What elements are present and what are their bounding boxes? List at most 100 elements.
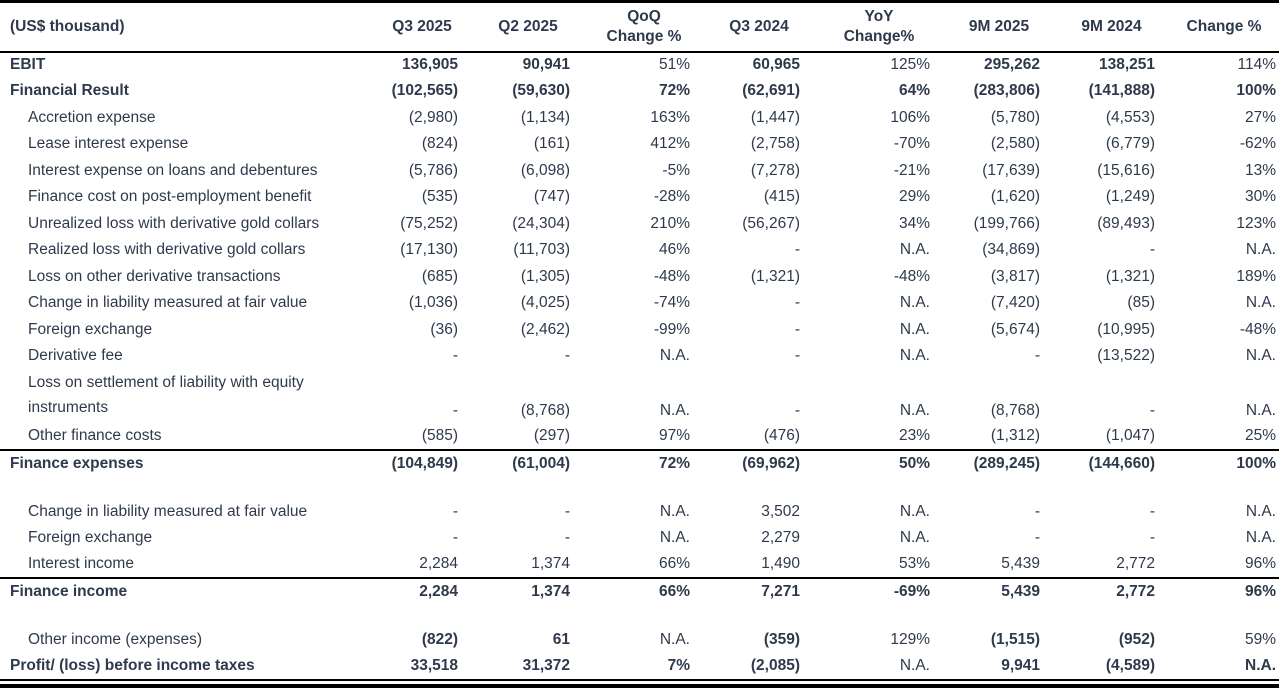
value-cell: - <box>564 502 570 520</box>
value-cell: 5,439 <box>1001 555 1040 573</box>
value-cell: 23% <box>898 427 930 445</box>
value-cell: N.A. <box>899 502 930 520</box>
value-cell: (822) <box>421 630 458 648</box>
spacer-cell <box>0 605 1279 627</box>
value-cell: 114% <box>1237 56 1277 74</box>
value-cell: (34,869) <box>982 241 1040 259</box>
value-cell: (61,004) <box>512 454 570 472</box>
value-cell: (2,980) <box>408 108 458 126</box>
row-label: Change in liability measured at fair val… <box>28 502 308 520</box>
value-cell: - <box>1034 502 1040 520</box>
value-cell: (102,565) <box>391 82 458 100</box>
value-cell: (24,304) <box>512 214 570 232</box>
value-cell: 96% <box>1244 555 1276 573</box>
column-header: Q2 2025 <box>498 17 558 35</box>
value-cell: (104,849) <box>391 454 458 472</box>
value-cell: 100% <box>1236 82 1276 100</box>
table-row: Accretion expense (2,980) (1,134) 163% (1,44… <box>0 105 1279 132</box>
value-cell: 31,372 <box>522 656 570 674</box>
value-cell: 412% <box>650 135 690 153</box>
table-row: Other income (expenses) (822) 61 N.A. (359) 1… <box>0 627 1279 654</box>
value-cell: (7,420) <box>990 294 1040 312</box>
value-cell: 27% <box>1244 108 1276 126</box>
value-cell: -69% <box>893 582 930 600</box>
value-cell: -48% <box>1239 320 1276 338</box>
value-cell: 59% <box>1244 630 1276 648</box>
value-cell: (1,249) <box>1105 188 1155 206</box>
value-cell: - <box>1149 529 1155 547</box>
value-cell: 72% <box>658 82 690 100</box>
value-cell: N.A. <box>899 294 930 312</box>
row-label: Unrealized loss with derivative gold col… <box>28 214 320 232</box>
value-cell: 295,262 <box>983 56 1040 74</box>
value-cell: N.A. <box>659 529 690 547</box>
table-row: Lease interest expense (824) (161) 412% (2,7… <box>0 131 1279 158</box>
value-cell: 7% <box>667 656 690 674</box>
value-cell: 125% <box>890 56 930 74</box>
value-cell: - <box>1149 401 1155 419</box>
table-row: Interest expense on loans and debentures… <box>0 158 1279 185</box>
value-cell: 3,502 <box>761 502 800 520</box>
value-cell: 53% <box>898 555 930 573</box>
value-cell: (8,768) <box>520 401 570 419</box>
table-row: Derivative fee - - N.A. - N.A. - (13,522) N.A. <box>0 343 1279 370</box>
value-cell: - <box>452 529 458 547</box>
value-cell: N.A. <box>899 529 930 547</box>
value-cell: 9,941 <box>1001 656 1040 674</box>
value-cell: N.A. <box>899 656 930 674</box>
value-cell: (85) <box>1127 294 1155 312</box>
row-label: Loss on settlement of liability with equ… <box>28 373 304 416</box>
value-cell: (8,768) <box>990 401 1040 419</box>
spacer-row <box>0 605 1279 627</box>
value-cell: - <box>452 347 458 365</box>
header-row: (US$ thousand) Q3 2025 Q2 2025 QoQ Change … <box>0 2 1279 52</box>
value-cell: (1,312) <box>990 427 1040 445</box>
value-cell: 50% <box>898 454 930 472</box>
table-row: Change in liability measured at fair val… <box>0 499 1279 526</box>
spacer-row <box>0 477 1279 499</box>
value-cell: 2,284 <box>419 582 458 600</box>
spacer-cell <box>0 477 1279 499</box>
value-cell: 2,772 <box>1116 555 1155 573</box>
value-cell: (75,252) <box>400 214 458 232</box>
value-cell: 129% <box>890 630 930 648</box>
value-cell: N.A. <box>1245 241 1276 259</box>
value-cell: (1,305) <box>520 267 570 285</box>
value-cell: - <box>1149 502 1155 520</box>
value-cell: (1,321) <box>1105 267 1155 285</box>
row-label: Derivative fee <box>28 347 123 365</box>
value-cell: 46% <box>658 241 690 259</box>
value-cell: -21% <box>893 161 930 179</box>
value-cell: (62,691) <box>742 82 800 100</box>
value-cell: (2,462) <box>520 320 570 338</box>
value-cell: - <box>564 529 570 547</box>
row-label: EBIT <box>10 56 46 74</box>
value-cell: - <box>794 320 800 338</box>
row-label: Change in liability measured at fair val… <box>28 294 308 312</box>
value-cell: N.A. <box>1245 656 1276 674</box>
value-cell: -62% <box>1239 135 1276 153</box>
value-cell: N.A. <box>1245 529 1276 547</box>
row-label: Finance expenses <box>10 454 144 472</box>
value-cell: 210% <box>650 214 690 232</box>
table-row: Finance cost on post-employment benefit (… <box>0 184 1279 211</box>
value-cell: (289,245) <box>973 454 1040 472</box>
value-cell: (2,758) <box>750 135 800 153</box>
value-cell: 66% <box>658 555 690 573</box>
value-cell: (283,806) <box>973 82 1040 100</box>
value-cell: (4,553) <box>1105 108 1155 126</box>
value-cell: 1,490 <box>761 555 800 573</box>
row-label: Finance income <box>10 582 128 600</box>
row-label: Interest expense on loans and debentures <box>28 161 318 179</box>
row-label: Other finance costs <box>28 427 162 445</box>
value-cell: (1,321) <box>750 267 800 285</box>
table-row: Financial Result (102,565) (59,630) 72% (62,… <box>0 78 1279 105</box>
value-cell: -70% <box>893 135 930 153</box>
value-cell: (476) <box>763 427 800 445</box>
value-cell: (141,888) <box>1088 82 1155 100</box>
value-cell: (2,085) <box>750 656 800 674</box>
row-label: Loss on other derivative transactions <box>28 267 281 285</box>
table-row: Foreign exchange - - N.A. 2,279 N.A. - - N.A. <box>0 525 1279 552</box>
value-cell: - <box>564 347 570 365</box>
value-cell: (1,047) <box>1105 427 1155 445</box>
